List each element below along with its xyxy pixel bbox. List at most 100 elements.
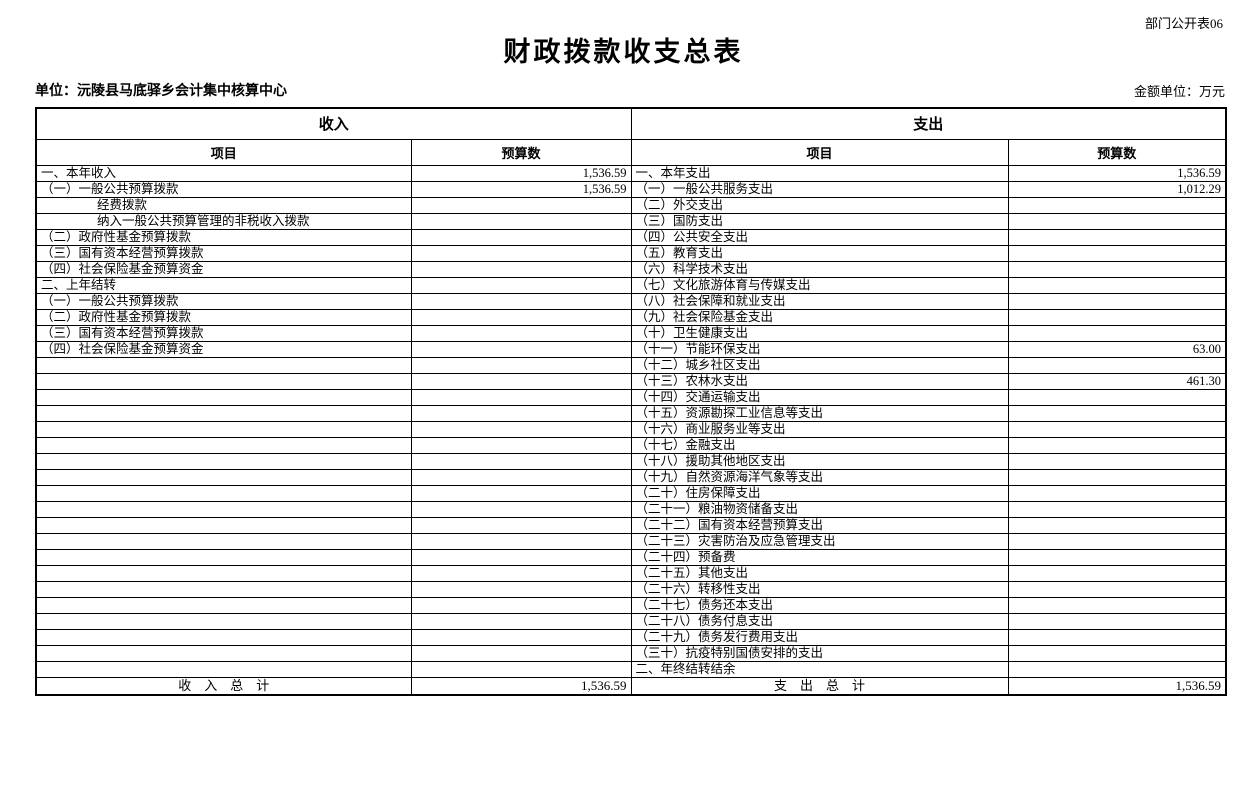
expense-budget-cell <box>1007 244 1227 262</box>
income-budget-cell <box>410 484 632 502</box>
expense-total-value: 1,536.59 <box>1007 676 1227 696</box>
expense-item-cell: 一、本年支出 <box>630 164 1009 182</box>
table-row: （十五）资源勘探工业信息等支出 <box>35 404 1227 422</box>
expense-budget-cell <box>1007 484 1227 502</box>
income-item-cell: 一、本年收入 <box>35 164 412 182</box>
table-row: （二十六）转移性支出 <box>35 580 1227 598</box>
expense-budget-cell <box>1007 404 1227 422</box>
unit-label: 单位：沅陵县马底驿乡会计集中核算中心 <box>35 82 287 98</box>
income-budget-cell <box>410 420 632 438</box>
expense-budget-cell <box>1007 452 1227 470</box>
expense-item-cell: （十六）商业服务业等支出 <box>630 420 1009 438</box>
expense-item-cell: （十三）农林水支出 <box>630 372 1009 390</box>
expense-item-cell: （二十六）转移性支出 <box>630 580 1009 598</box>
income-budget-cell <box>410 292 632 310</box>
expense-item-cell: （三）国防支出 <box>630 212 1009 230</box>
expense-item-cell: （九）社会保险基金支出 <box>630 308 1009 326</box>
expense-budget-column-header: 预算数 <box>1007 138 1227 166</box>
income-total-label: 收 入 总 计 <box>35 676 412 696</box>
table-row: （一）一般公共预算拨款 1,536.59 （一）一般公共服务支出 1,012.29 <box>35 180 1227 198</box>
expense-item-cell: （二十二）国有资本经营预算支出 <box>630 516 1009 534</box>
table-row: （三十）抗疫特别国债安排的支出 <box>35 644 1227 662</box>
expense-budget-cell <box>1007 548 1227 566</box>
expense-budget-cell <box>1007 276 1227 294</box>
income-item-cell <box>35 660 412 678</box>
income-item-cell <box>35 500 412 518</box>
expense-item-cell: （十四）交通运输支出 <box>630 388 1009 406</box>
table-row: （四）社会保险基金预算资金 （六）科学技术支出 <box>35 260 1227 278</box>
income-budget-cell <box>410 404 632 422</box>
expense-budget-cell <box>1007 436 1227 454</box>
doc-code: 部门公开表06 <box>1144 16 1223 31</box>
table-row: （十七）金融支出 <box>35 436 1227 454</box>
income-item-cell <box>35 388 412 406</box>
expense-item-cell: （二十）住房保障支出 <box>630 484 1009 502</box>
income-budget-cell <box>410 580 632 598</box>
expense-item-cell: （二十七）债务还本支出 <box>630 596 1009 614</box>
income-item-cell <box>35 372 412 390</box>
income-item-cell <box>35 612 412 630</box>
income-item-cell <box>35 548 412 566</box>
income-item-cell: 纳入一般公共预算管理的非税收入拨款 <box>35 212 412 230</box>
table-row: （二十二）国有资本经营预算支出 <box>35 516 1227 534</box>
expense-budget-cell <box>1007 468 1227 486</box>
table-row: （二十七）债务还本支出 <box>35 596 1227 614</box>
table-row: （三）国有资本经营预算拨款 （五）教育支出 <box>35 244 1227 262</box>
income-budget-cell <box>410 212 632 230</box>
income-item-cell <box>35 356 412 374</box>
table-row: （二十五）其他支出 <box>35 564 1227 582</box>
expense-budget-cell <box>1007 612 1227 630</box>
expense-item-cell: （十七）金融支出 <box>630 436 1009 454</box>
expense-budget-cell <box>1007 260 1227 278</box>
expense-budget-cell <box>1007 564 1227 582</box>
income-budget-cell <box>410 260 632 278</box>
table-row: （二十九）债务发行费用支出 <box>35 628 1227 646</box>
table-row: （十九）自然资源海洋气象等支出 <box>35 468 1227 486</box>
expense-item-cell: （二）外交支出 <box>630 196 1009 214</box>
income-item-cell: （一）一般公共预算拨款 <box>35 292 412 310</box>
income-item-cell <box>35 468 412 486</box>
income-budget-cell <box>410 564 632 582</box>
income-item-cell: （三）国有资本经营预算拨款 <box>35 244 412 262</box>
table-row: （二十八）债务付息支出 <box>35 612 1227 630</box>
amount-unit-label: 金额单位：万元 <box>1133 84 1225 99</box>
expense-item-cell: （一）一般公共服务支出 <box>630 180 1009 198</box>
expense-budget-cell <box>1007 644 1227 662</box>
expense-budget-cell <box>1007 532 1227 550</box>
table-row: （二）政府性基金预算拨款 （四）公共安全支出 <box>35 228 1227 246</box>
expense-item-cell: （六）科学技术支出 <box>630 260 1009 278</box>
table-row: （二十）住房保障支出 <box>35 484 1227 502</box>
expense-item-cell: （十二）城乡社区支出 <box>630 356 1009 374</box>
expense-item-cell: （八）社会保障和就业支出 <box>630 292 1009 310</box>
income-item-cell <box>35 644 412 662</box>
income-item-cell <box>35 484 412 502</box>
expense-budget-cell <box>1007 516 1227 534</box>
table-row: （二十三）灾害防治及应急管理支出 <box>35 532 1227 550</box>
table-row: （十六）商业服务业等支出 <box>35 420 1227 438</box>
expense-item-cell: （十一）节能环保支出 <box>630 340 1009 358</box>
table-row: 二、年终结转结余 <box>35 660 1227 678</box>
income-item-cell <box>35 436 412 454</box>
income-budget-cell <box>410 196 632 214</box>
income-item-cell: 二、上年结转 <box>35 276 412 294</box>
income-budget-column-header: 预算数 <box>410 138 632 166</box>
expense-budget-cell <box>1007 580 1227 598</box>
table-row: 二、上年结转 （七）文化旅游体育与传媒支出 <box>35 276 1227 294</box>
section-header-row: 收入 支出 <box>35 107 1227 140</box>
expense-budget-cell <box>1007 660 1227 678</box>
income-budget-cell <box>410 452 632 470</box>
income-budget-cell: 1,536.59 <box>410 180 632 198</box>
income-item-cell <box>35 596 412 614</box>
income-budget-cell <box>410 436 632 454</box>
income-item-cell: （四）社会保险基金预算资金 <box>35 340 412 358</box>
expense-budget-cell <box>1007 388 1227 406</box>
expense-item-cell: （十八）援助其他地区支出 <box>630 452 1009 470</box>
table-row: 一、本年收入 1,536.59 一、本年支出 1,536.59 <box>35 164 1227 182</box>
expense-budget-cell: 63.00 <box>1007 340 1227 358</box>
income-budget-cell <box>410 516 632 534</box>
table-row: （二十四）预备费 <box>35 548 1227 566</box>
income-budget-cell <box>410 500 632 518</box>
income-budget-cell <box>410 468 632 486</box>
income-item-cell: 经费拨款 <box>35 196 412 214</box>
income-item-cell <box>35 452 412 470</box>
